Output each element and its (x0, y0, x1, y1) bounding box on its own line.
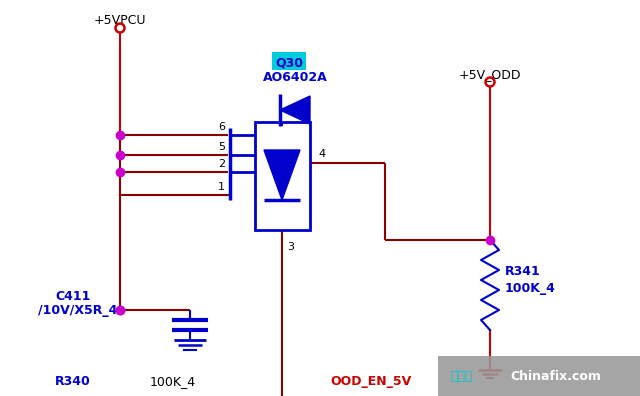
Polygon shape (280, 96, 310, 124)
Text: 4: 4 (318, 149, 325, 159)
Text: +5VPCU: +5VPCU (93, 14, 147, 27)
Text: AO6402A: AO6402A (262, 71, 328, 84)
Text: OOD_EN_5V: OOD_EN_5V (330, 375, 412, 388)
Text: 6: 6 (218, 122, 225, 132)
Text: 1: 1 (218, 182, 225, 192)
FancyBboxPatch shape (272, 52, 306, 70)
Text: R341: R341 (505, 265, 541, 278)
Bar (255, 122, 310, 230)
Text: 2: 2 (218, 159, 225, 169)
Text: +5V_ODD: +5V_ODD (459, 68, 521, 81)
Text: 3: 3 (287, 242, 294, 252)
Text: C411: C411 (55, 290, 90, 303)
Text: R340: R340 (55, 375, 91, 388)
FancyBboxPatch shape (438, 356, 640, 396)
Text: 100K_4: 100K_4 (505, 282, 556, 295)
Text: 100K_4: 100K_4 (150, 375, 196, 388)
Text: Chinafix.com: Chinafix.com (510, 369, 601, 383)
Text: /10V/X5R_4: /10V/X5R_4 (38, 304, 117, 317)
Text: 迅维网: 迅维网 (450, 369, 472, 383)
Text: Q30: Q30 (275, 57, 303, 70)
Polygon shape (264, 150, 300, 200)
Text: 5: 5 (218, 142, 225, 152)
